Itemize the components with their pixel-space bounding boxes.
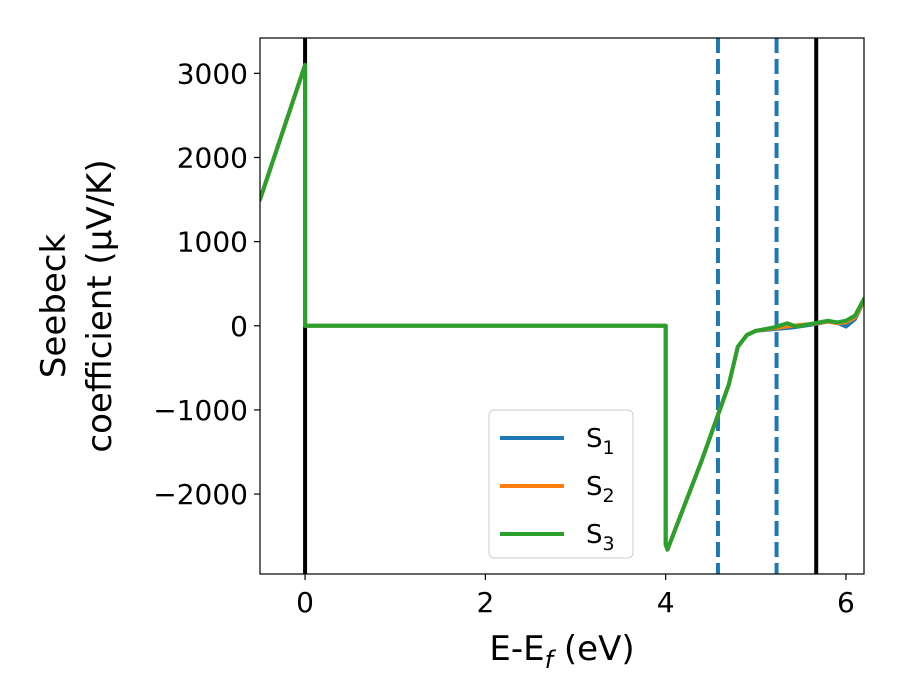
legend: S1 S2 S3 [488, 409, 634, 559]
legend-label-2: S2 [586, 472, 615, 507]
plot-frame [259, 37, 865, 575]
x-tick-label: 4 [657, 586, 675, 619]
x-axis-ticks: 0 2 4 6 [296, 574, 855, 619]
series-line-3 [260, 62, 864, 552]
y-tick-label: 1000 [177, 226, 248, 259]
legend-label-1: S1 [586, 424, 615, 459]
series-lines [260, 62, 864, 552]
x-tick-label: 0 [296, 586, 314, 619]
y-tick-label: −2000 [153, 478, 248, 511]
x-tick-label: 6 [837, 586, 855, 619]
y-axis-ticks: −2000 −1000 0 1000 2000 3000 [153, 57, 260, 511]
x-axis-label-unit: (eV) [553, 629, 635, 669]
y-axis-label-line2: coefficient (μV/K) [80, 159, 120, 452]
y-axis-label-line1: Seebeck [34, 234, 74, 379]
legend-label-3: S3 [586, 520, 615, 555]
y-tick-label: 2000 [177, 141, 248, 174]
x-axis-label: E-Ef (eV) [489, 629, 634, 674]
y-tick-label: 0 [230, 310, 248, 343]
y-axis-label: Seebeck coefficient (μV/K) [34, 159, 120, 452]
y-tick-label: 3000 [177, 57, 248, 90]
y-tick-label: −1000 [153, 394, 248, 427]
x-tick-label: 2 [476, 586, 494, 619]
